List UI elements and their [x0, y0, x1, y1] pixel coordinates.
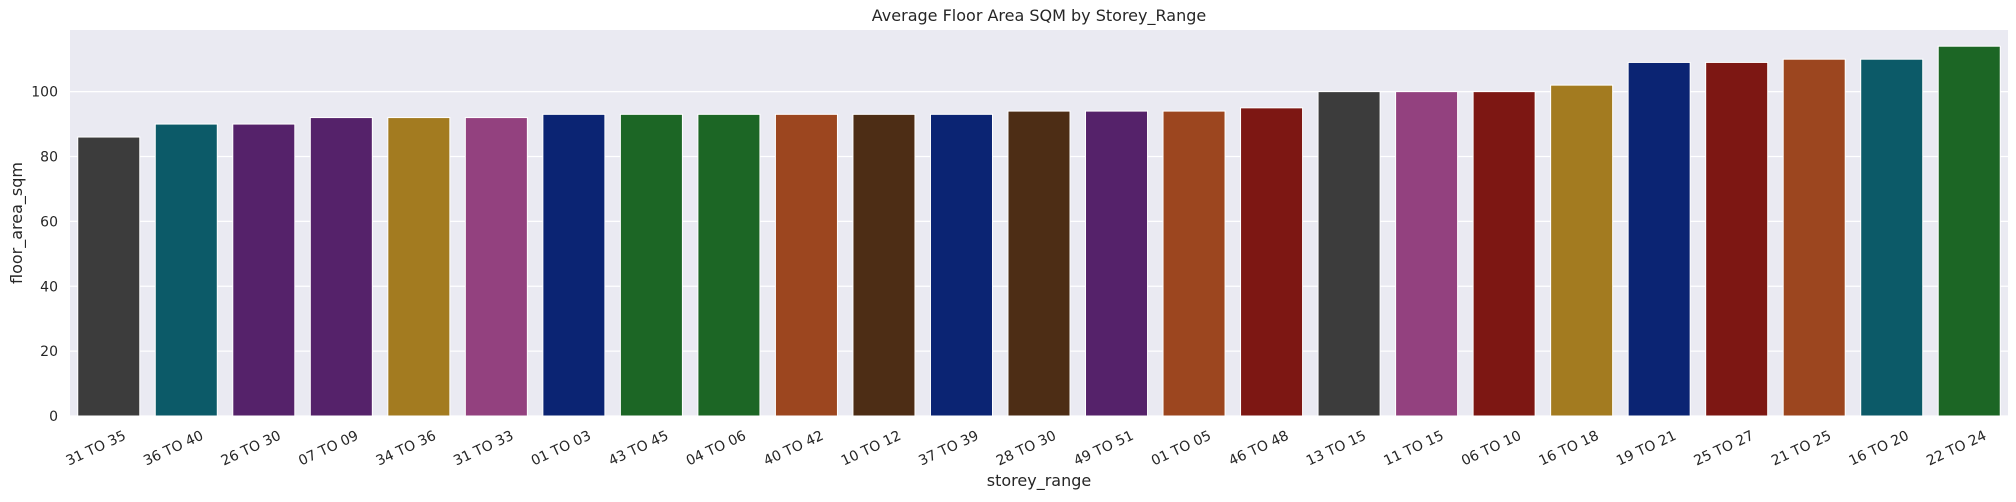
bar	[1007, 110, 1071, 417]
x-tick-label: 31 TO 35	[64, 428, 129, 470]
x-tick-label: 36 TO 40	[141, 428, 206, 470]
x-axis-label: storey_range	[987, 471, 1091, 491]
bar	[929, 113, 993, 417]
bar	[464, 117, 528, 417]
x-tick-labels: 31 TO 35 36 TO 40 26 TO 30 07 TO 09 34 TO 36…	[64, 428, 1989, 470]
x-tick-label: 13 TO 15	[1304, 428, 1369, 470]
bar	[387, 117, 451, 417]
y-tick-label: 20	[40, 344, 58, 360]
y-axis-label: floor_area_sqm	[7, 162, 27, 284]
bar	[1317, 91, 1381, 417]
x-tick-label: 07 TO 09	[296, 428, 361, 470]
x-tick-label: 06 TO 10	[1459, 428, 1524, 470]
x-tick-label: 43 TO 45	[606, 428, 671, 470]
x-tick-label: 16 TO 18	[1537, 428, 1602, 470]
x-tick-label: 46 TO 48	[1226, 428, 1291, 470]
bar	[232, 123, 296, 417]
bar	[1937, 45, 2001, 417]
x-tick-label: 11 TO 15	[1381, 428, 1446, 470]
chart-title: Average Floor Area SQM by Storey_Range	[872, 6, 1206, 26]
bar	[1085, 110, 1149, 417]
x-tick-label: 49 TO 51	[1071, 428, 1136, 470]
x-tick-label: 25 TO 27	[1692, 428, 1757, 470]
bar	[1860, 58, 1924, 417]
bar	[1395, 91, 1459, 417]
x-tick-label: 21 TO 25	[1769, 428, 1834, 470]
bar	[774, 113, 838, 417]
x-tick-label: 01 TO 03	[529, 428, 594, 470]
bar	[542, 113, 606, 417]
y-tick-labels: 0 20 40 60 80 100	[31, 85, 58, 425]
y-tick-label: 80	[40, 150, 58, 166]
x-tick-label: 16 TO 20	[1847, 428, 1912, 470]
bar	[1240, 107, 1304, 417]
y-tick-label: 100	[31, 85, 58, 101]
x-tick-label: 34 TO 36	[374, 428, 439, 470]
x-tick-label: 01 TO 05	[1149, 428, 1214, 470]
x-tick-label: 10 TO 12	[839, 428, 904, 470]
bar	[1162, 110, 1226, 417]
x-tick-label: 26 TO 30	[219, 428, 284, 470]
x-tick-label: 22 TO 24	[1924, 428, 1989, 470]
x-tick-label: 19 TO 21	[1614, 428, 1679, 470]
bar	[852, 113, 916, 417]
bar	[77, 136, 141, 417]
y-tick-label: 0	[49, 409, 58, 425]
bar	[619, 113, 683, 417]
bars	[77, 45, 2001, 417]
bar	[1705, 61, 1769, 417]
bar	[697, 113, 761, 417]
x-tick-label: 40 TO 42	[761, 428, 826, 470]
bar	[1782, 58, 1846, 417]
y-tick-label: 40	[40, 279, 58, 295]
y-tick-label: 60	[40, 214, 58, 230]
x-tick-label: 28 TO 30	[994, 428, 1059, 470]
x-tick-label: 04 TO 06	[684, 428, 749, 470]
x-tick-label: 31 TO 33	[451, 428, 516, 470]
bar	[309, 117, 373, 417]
bar	[1627, 61, 1691, 417]
bar	[154, 123, 218, 417]
bar	[1472, 91, 1536, 417]
x-tick-label: 37 TO 39	[916, 428, 981, 470]
bar	[1550, 84, 1614, 417]
